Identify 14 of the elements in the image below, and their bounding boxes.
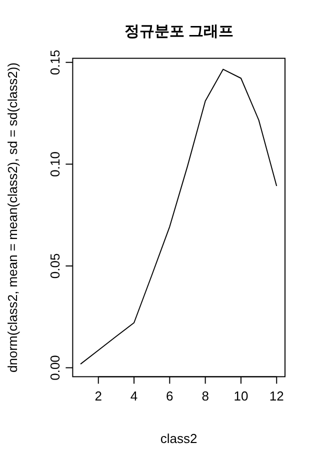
y-tick-label: 0.00 (48, 355, 63, 380)
x-tick-label: 8 (202, 388, 209, 404)
y-tick-label: 0.15 (48, 50, 63, 76)
x-tick-label: 12 (269, 388, 284, 404)
xlabel: class2 (160, 431, 198, 446)
y-tick-label: 0.10 (48, 152, 63, 177)
line-series (80, 68, 278, 365)
y-tick-label: 0.05 (48, 253, 63, 279)
ylabel: dnorm(class2, mean = mean(class2), sd = sd(class2)) (5, 62, 20, 372)
x-tick-label: 2 (94, 388, 102, 404)
title: 정규분포 그래프 (124, 23, 234, 40)
x-tick-label: 6 (166, 388, 174, 404)
x-tick-label: 10 (234, 388, 248, 404)
x-tick-label: 4 (130, 388, 138, 404)
